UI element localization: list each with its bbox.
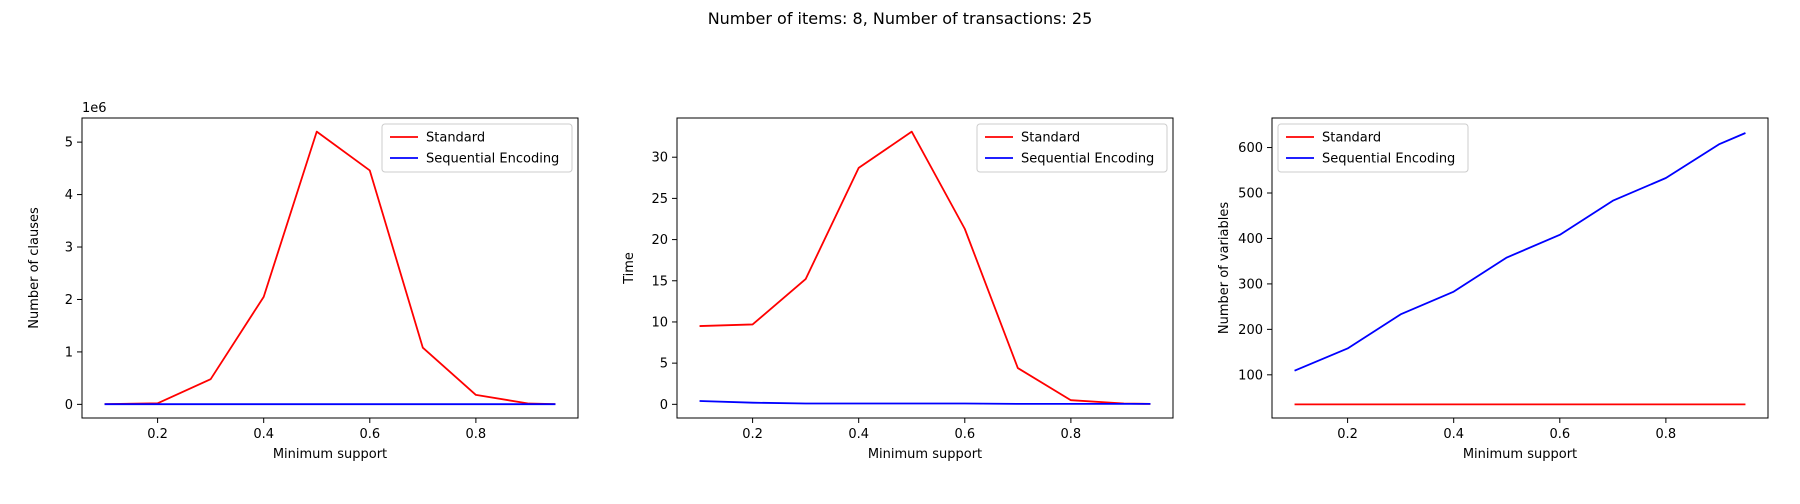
y-tick-label: 3 xyxy=(65,241,73,256)
x-tick-label: 0.4 xyxy=(253,427,274,442)
y-tick-label: 5 xyxy=(660,357,668,372)
y-tick-label: 25 xyxy=(651,192,668,207)
x-tick-label: 0.2 xyxy=(742,427,763,442)
y-tick-label: 5 xyxy=(65,136,73,151)
legend-label: Standard xyxy=(1021,131,1080,146)
legend: Standard Sequential Encoding xyxy=(1278,124,1468,172)
y-tick-label: 10 xyxy=(651,315,668,330)
legend: Standard Sequential Encoding xyxy=(977,124,1167,172)
y-axis-label: Number of clauses xyxy=(27,207,42,329)
x-tick-label: 0.6 xyxy=(359,427,380,442)
y-tick-label: 600 xyxy=(1238,141,1263,156)
x-tick-label: 0.4 xyxy=(848,427,869,442)
variables-subplot: 0.2 0.4 0.6 0.8 100 200 300 400 500 600 Minimum su… xyxy=(1217,118,1768,462)
axis-offset-text: 1e6 xyxy=(82,101,107,116)
y-tick-label: 20 xyxy=(651,233,668,248)
y-tick-label: 2 xyxy=(65,293,73,308)
x-tick-label: 0.8 xyxy=(466,427,487,442)
y-tick-label: 100 xyxy=(1238,368,1263,383)
x-tick-label: 0.8 xyxy=(1656,427,1677,442)
time-subplot: 0.2 0.4 0.6 0.8 0 5 10 15 20 25 30 Minimum support T… xyxy=(622,118,1173,462)
x-tick-label: 0.2 xyxy=(147,427,168,442)
y-tick-label: 500 xyxy=(1238,187,1263,202)
x-tick-label: 0.6 xyxy=(954,427,975,442)
y-axis-label: Number of variables xyxy=(1217,202,1232,334)
y-tick-label: 300 xyxy=(1238,277,1263,292)
legend-label: Standard xyxy=(1322,131,1381,146)
y-tick-label: 15 xyxy=(651,274,668,289)
y-axis-label: Time xyxy=(622,252,637,285)
legend-label: Sequential Encoding xyxy=(1322,152,1455,167)
y-tick-label: 30 xyxy=(651,151,668,166)
clauses-subplot: 0.2 0.4 0.6 0.8 0 1 2 3 4 5 Minimum support Number … xyxy=(27,101,578,462)
y-tick-label: 4 xyxy=(65,188,73,203)
y-tick-label: 400 xyxy=(1238,232,1263,247)
legend-label: Sequential Encoding xyxy=(1021,152,1154,167)
x-axis-label: Minimum support xyxy=(868,447,982,462)
x-axis-label: Minimum support xyxy=(273,447,387,462)
x-axis-label: Minimum support xyxy=(1463,447,1577,462)
legend-label: Standard xyxy=(426,131,485,146)
y-tick-label: 1 xyxy=(65,345,73,360)
x-tick-label: 0.8 xyxy=(1061,427,1082,442)
legend-label: Sequential Encoding xyxy=(426,152,559,167)
series-line-standard xyxy=(105,132,556,404)
y-tick-label: 200 xyxy=(1238,323,1263,338)
x-tick-label: 0.6 xyxy=(1549,427,1570,442)
series-line-standard xyxy=(700,132,1151,404)
legend: Standard Sequential Encoding xyxy=(382,124,572,172)
x-tick-label: 0.2 xyxy=(1337,427,1358,442)
y-tick-label: 0 xyxy=(65,398,73,413)
figure-title: Number of items: 8, Number of transactio… xyxy=(708,9,1093,28)
x-tick-label: 0.4 xyxy=(1443,427,1464,442)
y-tick-label: 0 xyxy=(660,398,668,413)
